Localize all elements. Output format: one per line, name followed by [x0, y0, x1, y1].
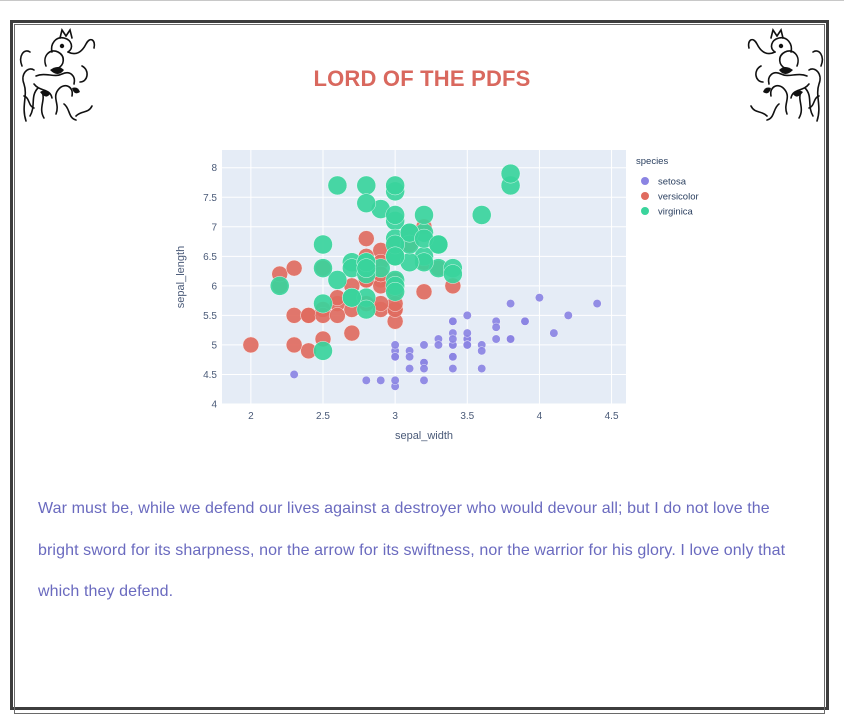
series-setosa [289, 293, 602, 391]
x-tick-label: 3 [392, 411, 398, 422]
y-tick-label: 4.5 [203, 370, 217, 381]
data-point-virginica [313, 234, 333, 255]
data-point-virginica [313, 341, 333, 361]
data-point-setosa [390, 340, 400, 350]
legend-label-versicolor: versicolor [658, 192, 699, 203]
data-point-virginica [270, 276, 290, 296]
data-point-setosa [405, 364, 414, 373]
data-point-virginica [385, 205, 405, 225]
legend-label-virginica: virginica [658, 207, 694, 218]
series-virginica [270, 163, 521, 361]
data-point-setosa [563, 310, 573, 320]
data-point-setosa [448, 352, 458, 362]
x-tick-label: 3.5 [460, 411, 474, 422]
data-point-versicolor [285, 307, 303, 324]
quote-paragraph: War must be, while we defend our lives a… [38, 500, 786, 600]
x-tick-label: 4.5 [605, 411, 619, 422]
data-point-virginica [327, 270, 348, 290]
data-point-setosa [448, 364, 458, 373]
data-point-virginica [385, 246, 405, 267]
data-point-setosa [434, 340, 443, 350]
data-point-virginica [500, 163, 521, 184]
data-point-setosa [462, 310, 472, 320]
data-point-setosa [419, 375, 429, 385]
data-point-setosa [376, 375, 386, 385]
legend: species setosa versicolor virginica [636, 156, 699, 218]
data-point-setosa [491, 322, 501, 332]
data-point-setosa [477, 364, 487, 373]
data-point-setosa [592, 299, 602, 308]
data-point-versicolor [285, 336, 303, 354]
data-point-setosa [289, 370, 299, 379]
y-tick-label: 7 [211, 222, 217, 233]
data-point-setosa [549, 328, 559, 338]
data-point-virginica [342, 287, 362, 308]
data-point-virginica [414, 205, 434, 225]
data-point-virginica [313, 293, 333, 314]
data-point-setosa [419, 340, 429, 350]
data-point-setosa [448, 334, 458, 344]
data-point-setosa [390, 375, 400, 385]
data-point-setosa [506, 299, 515, 308]
data-point-setosa [390, 352, 400, 362]
data-point-setosa [405, 352, 414, 362]
data-point-setosa [419, 364, 429, 373]
legend-title: species [636, 156, 668, 167]
data-point-virginica [472, 205, 492, 225]
data-point-versicolor [343, 324, 361, 342]
x-tick-label: 2.5 [316, 411, 330, 422]
data-point-versicolor [329, 307, 346, 324]
y-tick-labels: 4 4.5 5 5.5 6 6.5 7 7.5 8 [203, 163, 217, 410]
data-point-versicolor [358, 230, 375, 247]
x-tick-label: 2 [248, 411, 254, 422]
legend-marker-setosa [641, 177, 649, 185]
y-tick-label: 8 [211, 163, 217, 174]
y-tick-label: 7.5 [203, 193, 217, 204]
y-tick-label: 4 [211, 400, 217, 411]
x-tick-label: 4 [537, 411, 543, 422]
data-point-versicolor [415, 283, 433, 300]
data-point-setosa [506, 334, 515, 344]
data-point-virginica [356, 258, 376, 278]
page-title: LORD OF THE PDFS [313, 66, 531, 91]
data-point-virginica [443, 264, 463, 284]
data-point-virginica [313, 258, 333, 278]
data-points [242, 163, 602, 391]
data-point-virginica [428, 234, 449, 255]
y-tick-label: 6.5 [203, 252, 217, 263]
data-point-virginica [385, 175, 405, 196]
data-point-versicolor [242, 336, 260, 354]
x-axis-label: sepal_width [395, 430, 453, 442]
legend-marker-virginica [641, 207, 649, 215]
data-point-setosa [535, 293, 544, 303]
y-tick-label: 6 [211, 281, 217, 292]
y-axis-label: sepal_length [175, 246, 187, 308]
data-point-versicolor [285, 259, 303, 277]
data-point-setosa [491, 334, 501, 344]
data-point-setosa [448, 316, 458, 326]
data-point-virginica [327, 175, 348, 196]
y-tick-label: 5.5 [203, 311, 217, 322]
x-tick-labels: 2 2.5 3 3.5 4 4.5 [248, 411, 619, 422]
data-point-virginica [385, 282, 405, 302]
y-tick-label: 5 [211, 340, 217, 351]
legend-label-setosa: setosa [658, 177, 687, 188]
heraldic-lion-crest-icon [19, 28, 96, 122]
data-point-virginica [356, 299, 376, 320]
top-divider [0, 0, 844, 1]
data-point-setosa [520, 316, 530, 326]
data-point-setosa [477, 346, 487, 356]
data-point-virginica [356, 175, 376, 196]
data-point-versicolor [300, 307, 317, 324]
heraldic-lion-crest-icon [747, 28, 824, 122]
scatter-chart: 2 2.5 3 3.5 4 4.5 4 4.5 5 5.5 6 6.5 7 7.5 8 sepal_wid… [175, 150, 699, 442]
legend-marker-versicolor [641, 192, 649, 200]
data-point-virginica [356, 193, 376, 213]
data-point-setosa [462, 340, 472, 350]
data-point-setosa [462, 328, 472, 338]
data-point-setosa [361, 375, 371, 385]
